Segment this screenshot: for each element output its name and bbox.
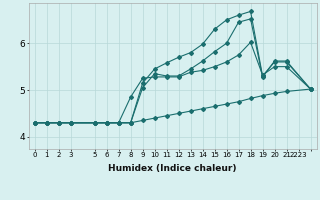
X-axis label: Humidex (Indice chaleur): Humidex (Indice chaleur) (108, 164, 237, 173)
